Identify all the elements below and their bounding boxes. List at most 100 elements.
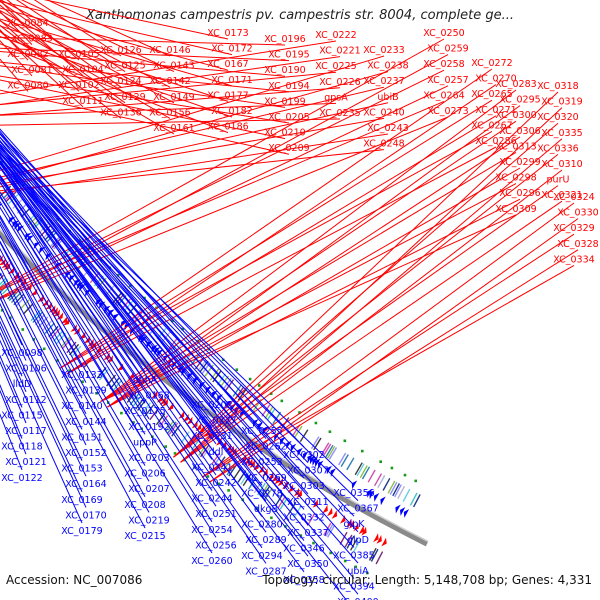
reverse-leader-line <box>0 240 150 513</box>
outer-feature-tick <box>326 524 336 538</box>
reverse-gene-label: XC_0400 <box>337 597 378 600</box>
forward-gene-label: XC_0259 <box>427 44 468 55</box>
forward-gene-label: XC_0084 <box>7 18 48 29</box>
inner-marker-dot <box>269 392 273 395</box>
forward-gene-label: XC_0129 <box>104 92 145 103</box>
outer-feature-tick <box>349 537 359 551</box>
forward-gene-label: XC_0111 <box>62 96 103 107</box>
reverse-leader-line <box>0 247 87 415</box>
forward-gene-arrow <box>244 456 250 465</box>
forward-gene-label: XC_0171 <box>211 75 252 86</box>
forward-gene-arrow <box>3 262 11 270</box>
inner-feature-tick <box>299 429 309 442</box>
reverse-gene-label: lldD <box>13 379 32 390</box>
inner-feature-tick <box>387 480 396 494</box>
reverse-gene-label: XC_0115 <box>1 410 42 421</box>
forward-leader-line <box>0 85 449 299</box>
reverse-leader-line <box>0 339 83 524</box>
forward-gene-arrow <box>296 489 302 499</box>
reverse-leader-line <box>0 290 83 461</box>
reverse-gene-arrow <box>400 507 406 516</box>
forward-gene-arrow <box>225 443 232 453</box>
forward-gene-label: XC_0283 <box>495 79 536 90</box>
reverse-gene-label: XC_0256 <box>195 540 236 551</box>
reverse-gene-label: XC_0112 <box>5 395 46 406</box>
forward-gene-arrow <box>381 537 387 547</box>
reverse-gene-label: XC_0346 <box>283 544 324 555</box>
reverse-leader-line <box>0 181 150 420</box>
reverse-gene-arrow <box>280 436 286 446</box>
reverse-leader-line <box>0 196 217 538</box>
forward-gene-arrow <box>195 422 202 432</box>
forward-leader-line <box>180 200 563 463</box>
outer-marker-dot <box>329 551 332 555</box>
gene-labels: XC_0084 XC_0083 XC_0082 XC_0081 XC_0080 XC_01… <box>1 18 598 600</box>
inner-marker-dot <box>221 358 225 362</box>
reverse-gene-label: ubiA <box>347 566 369 577</box>
outer-feature-tick <box>306 513 316 527</box>
inner-marker-dot <box>314 421 318 425</box>
reverse-gene-label: XC_0303 <box>283 481 324 492</box>
reverse-leader-line <box>0 320 87 508</box>
inner-feature-tick <box>373 473 383 487</box>
reverse-leader-line <box>0 223 87 383</box>
forward-gene-arrow <box>186 416 193 425</box>
inner-feature-tick <box>337 452 347 466</box>
outer-feature-tick <box>0 277 7 286</box>
forward-leader-line <box>0 47 290 62</box>
forward-gene-label: XC_0271 <box>475 105 516 116</box>
forward-gene-label: XC_0258 <box>423 59 464 70</box>
reverse-gene-arrow <box>257 422 264 431</box>
forward-leader-line <box>0 61 290 93</box>
forward-gene-label: XC_0298 <box>495 173 536 184</box>
reverse-gene-label: XC_0287 <box>245 566 286 577</box>
inner-feature-tick <box>394 484 402 498</box>
inner-feature-tick <box>4 189 16 201</box>
reverse-leader-line <box>0 216 83 368</box>
reverse-gene-label: XC_0122 <box>1 473 42 484</box>
forward-gene-label: XC_0226 <box>319 77 360 88</box>
forward-gene-arrow <box>287 484 294 493</box>
forward-leader-line <box>0 89 290 155</box>
forward-gene-label: XC_0186 <box>207 122 248 133</box>
forward-gene-label: XC_0300 <box>495 110 536 121</box>
reverse-leader-line <box>0 130 213 398</box>
reverse-leader-line <box>0 157 305 541</box>
outer-feature-tick <box>323 522 332 536</box>
inner-feature-tick <box>354 462 363 476</box>
reverse-gene-label: XC_0231 <box>191 431 232 442</box>
reverse-gene-label: XC_0254 <box>191 525 232 536</box>
outer-marker-dot <box>366 571 369 575</box>
outer-marker-dot <box>299 534 303 537</box>
forward-gene-label: XC_0324 <box>553 192 594 203</box>
forward-leader-line <box>0 56 341 105</box>
inner-marker-dot <box>343 439 347 443</box>
reverse-gene-label: XC_0118 <box>1 442 42 453</box>
reverse-gene-label: XC_0337 <box>287 528 328 539</box>
inner-feature-tick <box>409 492 418 506</box>
forward-leader-line <box>100 214 517 403</box>
inner-feature-tick <box>127 303 138 316</box>
reverse-leader-line <box>0 234 146 498</box>
forward-leader-line <box>0 11 126 104</box>
inner-feature-tick <box>326 446 336 459</box>
reverse-gene-label: XC_0278 <box>241 488 282 499</box>
label-leaders <box>0 0 579 600</box>
forward-leader-line <box>0 133 389 194</box>
inner-marker-dot <box>181 327 184 331</box>
outer-feature-tick <box>211 452 221 465</box>
backbone-highlight <box>0 228 429 543</box>
reverse-gene-arrow <box>303 451 309 460</box>
inner-marker-dot <box>298 411 301 414</box>
outer-marker-dot <box>120 411 123 415</box>
forward-gene-arrow <box>191 420 198 429</box>
forward-gene-label: XC_0296 <box>499 188 540 199</box>
forward-gene-arrow <box>358 525 365 535</box>
inner-feature-tick <box>232 384 242 397</box>
forward-leader-line <box>0 71 389 181</box>
outer-feature-tick <box>112 379 123 392</box>
inner-feature-tick <box>322 443 332 457</box>
forward-leader-line <box>0 0 122 88</box>
forward-gene-label: XC_0237 <box>363 76 404 87</box>
forward-gene-label: XC_0321 <box>541 190 582 201</box>
